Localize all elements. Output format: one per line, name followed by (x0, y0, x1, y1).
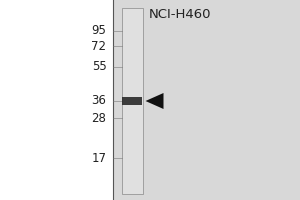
Bar (112, 0, 300, 200)
Polygon shape (146, 93, 164, 109)
Text: 36: 36 (92, 95, 106, 108)
Text: 28: 28 (92, 112, 106, 124)
Text: 95: 95 (92, 24, 106, 38)
Text: 55: 55 (92, 60, 106, 73)
Text: NCI-H460: NCI-H460 (149, 7, 211, 21)
Text: 17: 17 (92, 152, 106, 164)
Text: 72: 72 (92, 40, 106, 52)
Bar (122, 8, 142, 194)
Bar (122, 97, 142, 105)
